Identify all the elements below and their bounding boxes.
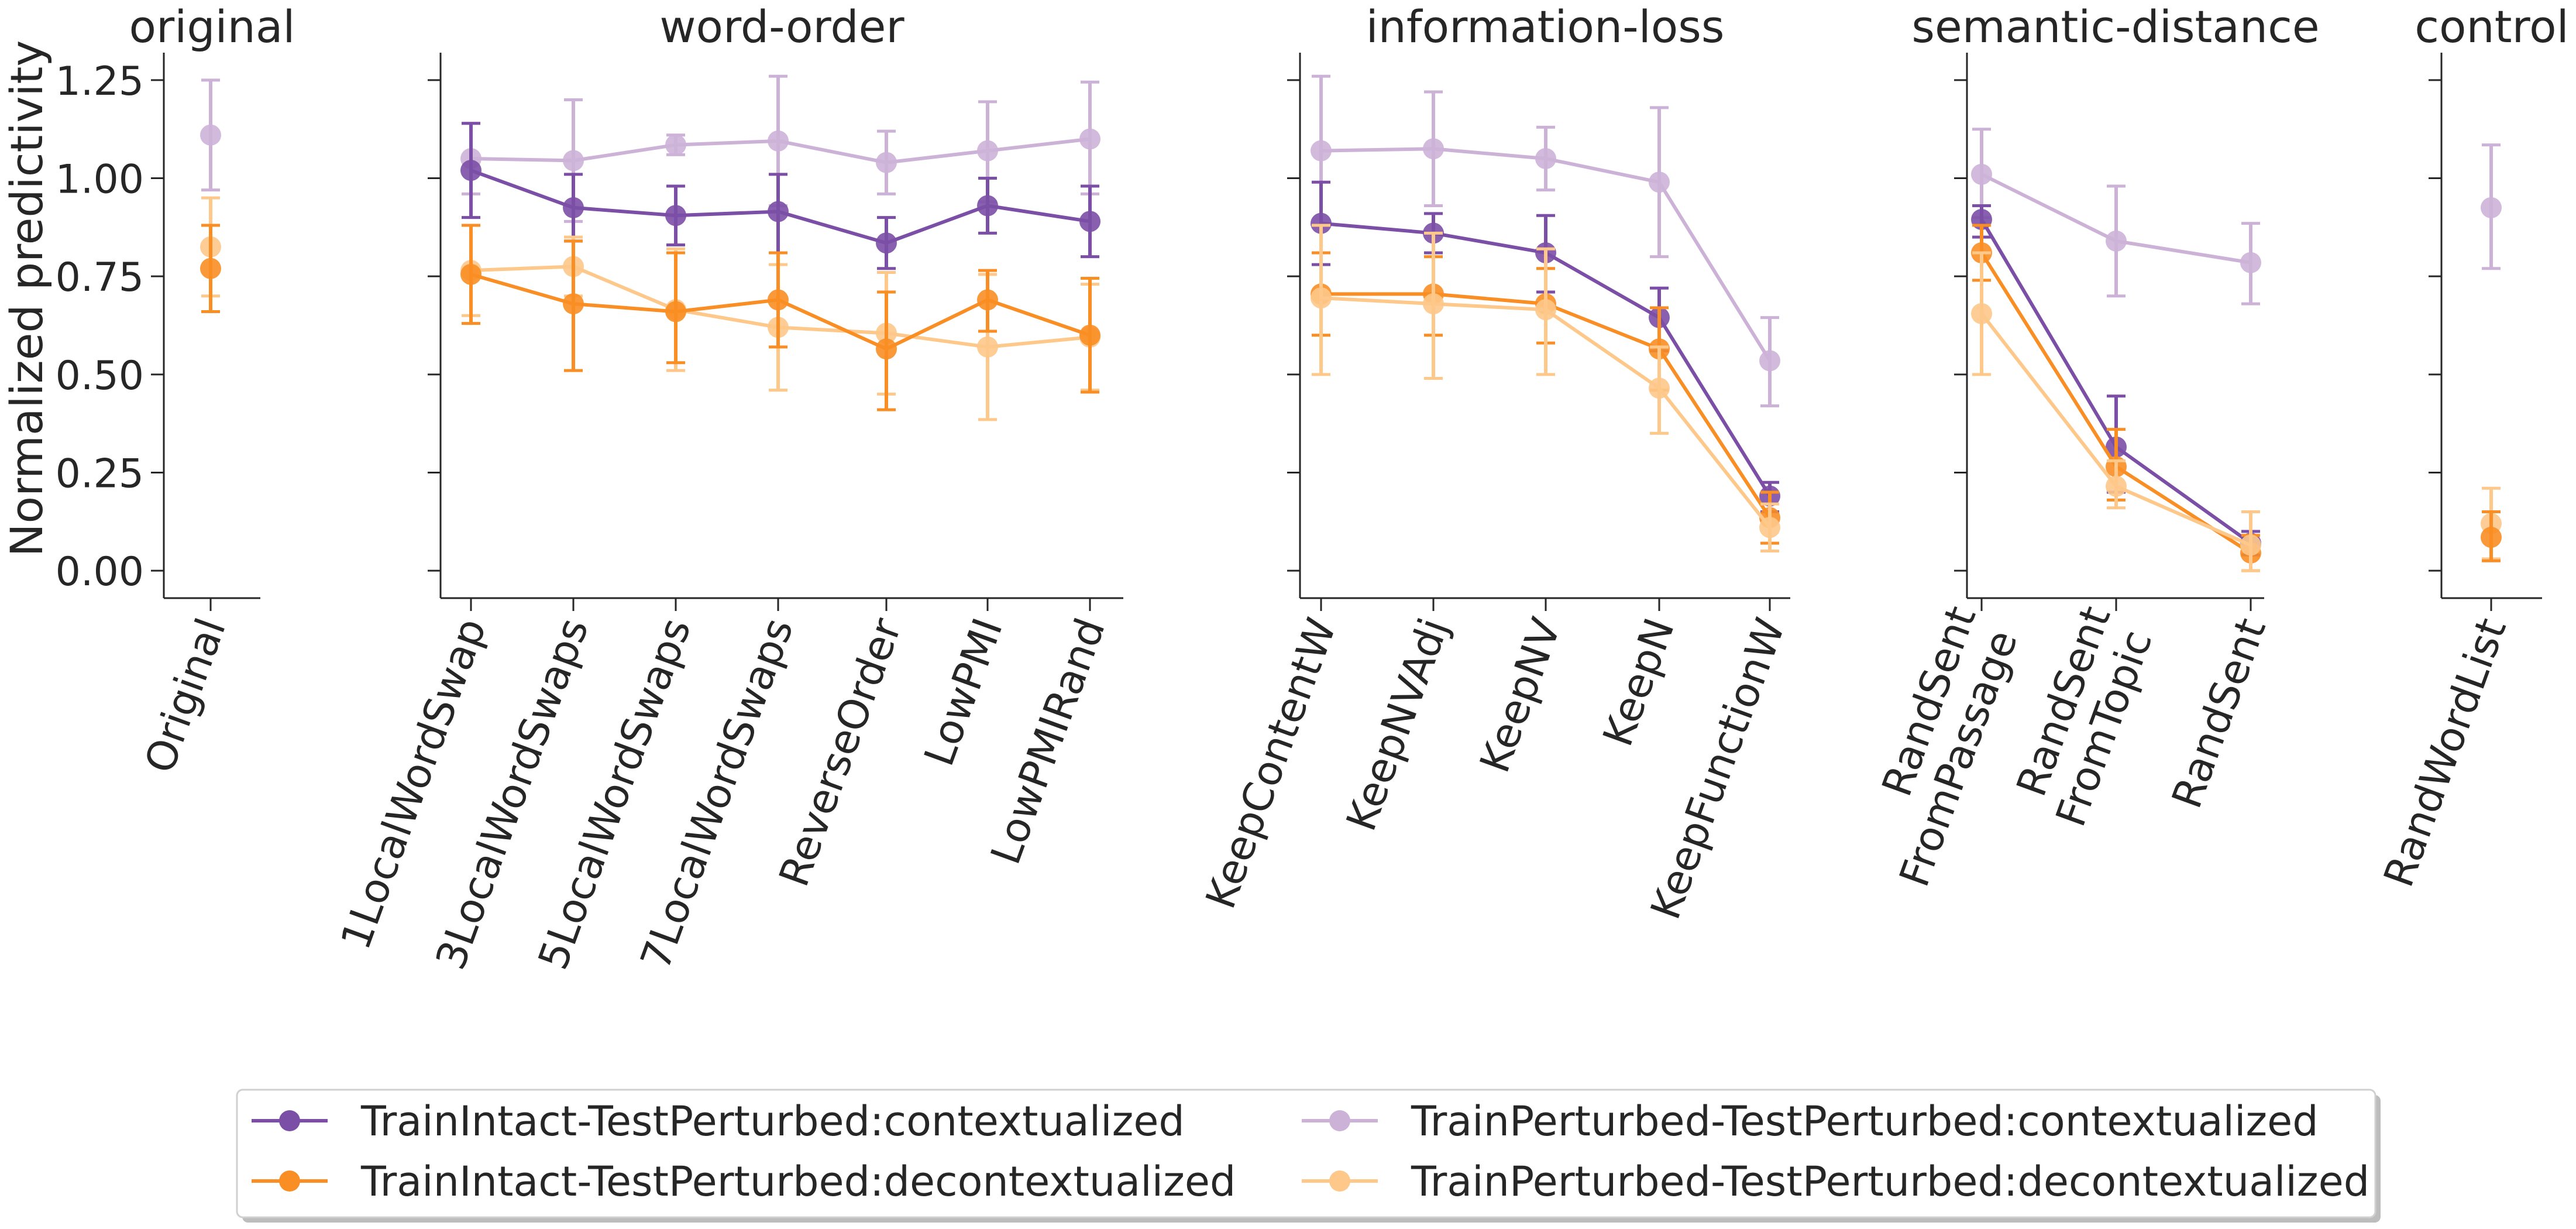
data-point [768,201,789,222]
data-point [563,150,584,171]
data-point [1079,324,1100,346]
y-tick-label: 1.25 [56,59,144,105]
data-point [460,160,482,181]
data-point [1311,140,1332,162]
data-point [1971,303,1992,324]
data-point [2240,252,2261,273]
data-point [876,152,897,173]
panel-word-order: word-order1LocalWordSwap3LocalWordSwaps5… [331,1,1123,976]
panel-title: semantic-distance [1911,1,2319,53]
legend-entry: TrainIntact-TestPerturbed:contextualized [252,1097,1185,1145]
y-tick-label: 0.00 [56,549,144,595]
legend-label: TrainIntact-TestPerturbed:contextualized [360,1097,1185,1145]
data-point [1759,350,1780,372]
data-point [1311,212,1332,234]
legend-entry: TrainPerturbed-TestPerturbed:contextuali… [1302,1097,2319,1145]
x-tick-label: KeepNVAdj [1337,612,1458,837]
series-TrainPerturbed-TestPerturbed:contextualized [460,74,1100,223]
data-point [665,134,686,156]
data-point [1535,299,1556,321]
y-tick-label: 1.00 [56,157,144,203]
data-point [2106,230,2127,252]
y-axis-label: Normalized predictivity [1,40,53,557]
data-point [977,140,998,162]
data-point [1649,171,1670,193]
x-tick-label: Original [135,612,235,779]
data-point [563,197,584,218]
series-TrainPerturbed-TestPerturbed:contextualized [1971,128,2261,305]
panel-control: control RandWordList [2374,1,2568,893]
data-point [200,258,221,279]
panel-title: word-order [659,1,904,53]
panel-title: original [129,1,295,53]
data-point [768,130,789,152]
chart-legend: TrainIntact-TestPerturbed:contextualized… [236,1089,2381,1223]
data-point [2481,197,2502,218]
data-point [460,263,482,285]
legend-entries: TrainIntact-TestPerturbed:contextualized… [252,1097,2369,1206]
data-point [977,336,998,358]
data-point [2106,475,2127,497]
data-point [1423,138,1444,160]
series-TrainIntact-TestPerturbed:decontextualized [460,224,1100,411]
legend-marker [1329,1170,1350,1192]
data-point [1971,163,1992,185]
data-point [876,232,897,254]
legend-marker [1329,1110,1350,1131]
data-point [200,124,221,146]
y-tick-label: 0.75 [56,255,144,301]
data-point [1535,148,1556,170]
data-point [665,205,686,226]
series-TrainPerturbed-TestPerturbed:decontextualized [460,224,1100,421]
series-line [470,272,1091,351]
series-TrainPerturbed-TestPerturbed:contextualized [2481,143,2502,270]
series-TrainPerturbed-TestPerturbed:contextualized [200,78,221,192]
data-point [665,301,686,322]
y-tick-label: 0.50 [56,353,144,399]
panel-semantic-distance: semantic-distanceRandSentFromPassageRand… [1873,1,2320,892]
data-point [2240,534,2261,556]
data-point [977,289,998,311]
panel-original: original 0.00 0.25 0.50 0.75 1.00 1.25 Original [56,1,295,779]
data-point [1311,287,1332,309]
legend-entry: TrainIntact-TestPerturbed:decontextualiz… [252,1158,1236,1206]
data-point [768,289,789,311]
legend-marker [279,1110,300,1131]
series-TrainPerturbed-TestPerturbed:contextualized [1311,74,1780,407]
x-tick-label: LowPMI [915,612,1012,772]
series-TrainPerturbed-TestPerturbed:decontextualized [1311,224,1780,553]
data-point [1649,377,1670,399]
series-TrainIntact-TestPerturbed:decontextualized [2481,510,2502,562]
y-tick-label: 0.25 [56,451,144,497]
chart-panels: original 0.00 0.25 0.50 0.75 1.00 1.25 Original… [56,1,2569,976]
panel-title: information-loss [1366,1,1725,53]
data-point [1079,211,1100,232]
x-tick-label: RandSent [2162,612,2275,815]
series-TrainPerturbed-TestPerturbed:decontextualized [1971,251,2261,572]
data-point [1079,128,1100,150]
series-TrainIntact-TestPerturbed:decontextualized [200,224,221,314]
legend-label: TrainPerturbed-TestPerturbed:contextuali… [1411,1097,2319,1145]
legend-box [236,1089,2376,1218]
data-point [563,293,584,315]
legend-entry: TrainPerturbed-TestPerturbed:decontextua… [1302,1158,2369,1206]
x-tick-label: KeepContentW [1196,612,1346,915]
x-tick-label: KeepN [1594,612,1684,753]
x-tick-label: RandWordList [2374,612,2516,893]
data-point [876,338,897,360]
legend-marker [279,1170,300,1192]
data-point [1759,517,1780,538]
data-point [1423,293,1444,315]
legend-label: TrainPerturbed-TestPerturbed:decontextua… [1411,1158,2369,1206]
data-point [2481,527,2502,548]
x-tick-label: KeepNV [1470,612,1570,779]
legend-label: TrainIntact-TestPerturbed:decontextualiz… [360,1158,1236,1206]
panel-title: control [2415,1,2568,53]
data-point [977,195,998,217]
